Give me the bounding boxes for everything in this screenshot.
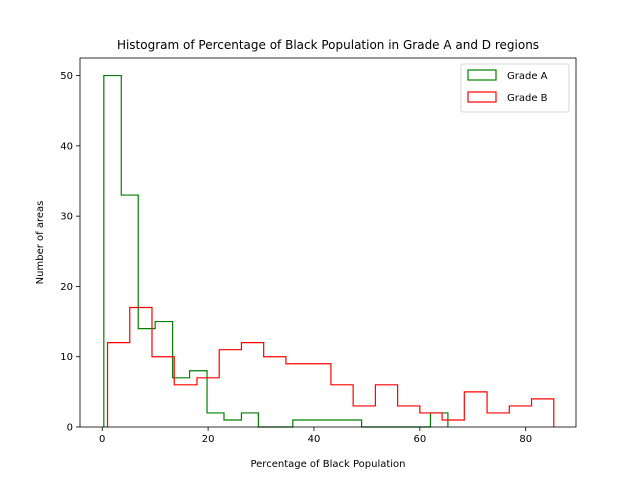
legend-label: Grade A bbox=[507, 71, 548, 82]
histogram-bin bbox=[224, 420, 241, 427]
plot-frame bbox=[79, 57, 577, 428]
histogram-bin bbox=[197, 378, 219, 427]
x-tick-label: 80 bbox=[519, 434, 532, 445]
y-axis: 0 10 20 30 40 50 bbox=[60, 71, 80, 434]
histogram-bin bbox=[327, 420, 344, 427]
histogram-bin bbox=[174, 385, 197, 427]
series-outline bbox=[103, 74, 449, 428]
chart-title: Histogram of Percentage of Black Populat… bbox=[117, 38, 539, 52]
histogram-bin bbox=[464, 392, 487, 427]
histogram-bin bbox=[345, 420, 362, 427]
histogram-bin bbox=[155, 322, 172, 427]
histogram-bin bbox=[108, 343, 130, 427]
y-tick-label: 40 bbox=[60, 141, 73, 152]
histogram-bin bbox=[241, 413, 258, 427]
histogram-bin bbox=[398, 406, 420, 427]
histogram-bin bbox=[207, 413, 224, 427]
legend-swatch bbox=[467, 69, 497, 81]
histogram-bin bbox=[219, 350, 241, 427]
y-tick-label: 10 bbox=[60, 352, 73, 363]
y-tick-label: 20 bbox=[60, 282, 73, 293]
histogram-bin bbox=[509, 406, 531, 427]
histogram-bin bbox=[532, 399, 554, 427]
histogram-bin bbox=[152, 357, 174, 427]
histogram-bin bbox=[442, 420, 464, 427]
x-axis: 0 20 40 60 80 bbox=[99, 427, 532, 445]
histogram-bin bbox=[264, 357, 286, 427]
histogram-bin bbox=[130, 308, 152, 427]
y-tick-label: 50 bbox=[60, 71, 73, 82]
y-tick-label: 0 bbox=[67, 423, 73, 434]
x-axis-label: Percentage of Black Population bbox=[250, 459, 405, 470]
series-2 bbox=[106, 306, 555, 427]
series-layer bbox=[103, 74, 555, 428]
x-tick-label: 40 bbox=[308, 434, 321, 445]
x-tick-label: 20 bbox=[202, 434, 215, 445]
histogram-bin bbox=[104, 76, 121, 427]
y-axis-label: Number of areas bbox=[35, 201, 46, 285]
legend-box bbox=[460, 63, 570, 113]
histogram-bin bbox=[138, 329, 155, 427]
legend-swatch bbox=[467, 91, 497, 103]
series-outline bbox=[106, 306, 555, 427]
series-1 bbox=[103, 74, 449, 428]
histogram-bin bbox=[190, 371, 207, 427]
histogram-bin bbox=[353, 406, 375, 427]
histogram-bin bbox=[375, 385, 397, 427]
x-tick-label: 60 bbox=[413, 434, 426, 445]
x-tick-label: 0 bbox=[99, 434, 105, 445]
histogram-bin bbox=[286, 364, 308, 427]
legend: Grade A Grade B bbox=[460, 63, 570, 113]
y-tick-label: 30 bbox=[60, 212, 73, 223]
histogram-bin bbox=[331, 385, 353, 427]
histogram-bin bbox=[310, 420, 327, 427]
legend-label: Grade B bbox=[507, 93, 548, 104]
histogram-bin bbox=[241, 343, 263, 427]
histogram-bin bbox=[308, 364, 331, 427]
histogram-bin bbox=[487, 413, 509, 427]
histogram-bin bbox=[293, 420, 310, 427]
